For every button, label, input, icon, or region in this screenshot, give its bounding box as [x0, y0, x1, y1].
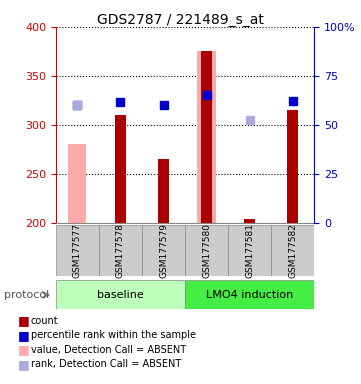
Text: ■: ■	[18, 358, 29, 371]
Text: GSM177582: GSM177582	[288, 223, 297, 278]
Text: ■: ■	[18, 314, 29, 327]
Text: GSM177579: GSM177579	[159, 223, 168, 278]
FancyBboxPatch shape	[56, 225, 99, 276]
Bar	[158, 159, 169, 223]
Text: ■: ■	[18, 343, 29, 356]
FancyBboxPatch shape	[185, 225, 228, 276]
Text: baseline: baseline	[97, 290, 144, 300]
Bar	[115, 115, 126, 223]
Bar	[244, 219, 255, 223]
Text: value, Detection Call = ABSENT: value, Detection Call = ABSENT	[31, 345, 186, 355]
Text: GSM177580: GSM177580	[202, 223, 211, 278]
Text: protocol: protocol	[4, 290, 49, 300]
Text: ■: ■	[18, 329, 29, 342]
FancyBboxPatch shape	[271, 225, 314, 276]
Bar	[201, 51, 212, 223]
FancyBboxPatch shape	[185, 280, 314, 309]
Bar	[197, 51, 216, 223]
Text: LMO4 induction: LMO4 induction	[206, 290, 293, 300]
FancyBboxPatch shape	[142, 225, 185, 276]
Text: GSM177581: GSM177581	[245, 223, 254, 278]
Bar	[69, 144, 87, 223]
Text: percentile rank within the sample: percentile rank within the sample	[31, 330, 196, 340]
FancyBboxPatch shape	[228, 225, 271, 276]
FancyBboxPatch shape	[99, 225, 142, 276]
FancyBboxPatch shape	[56, 280, 185, 309]
Text: GSM177578: GSM177578	[116, 223, 125, 278]
Text: count: count	[31, 316, 58, 326]
Text: GDS2787 / 221489_s_at: GDS2787 / 221489_s_at	[97, 13, 264, 27]
Bar	[287, 110, 298, 223]
Text: rank, Detection Call = ABSENT: rank, Detection Call = ABSENT	[31, 359, 181, 369]
Text: GSM177577: GSM177577	[73, 223, 82, 278]
